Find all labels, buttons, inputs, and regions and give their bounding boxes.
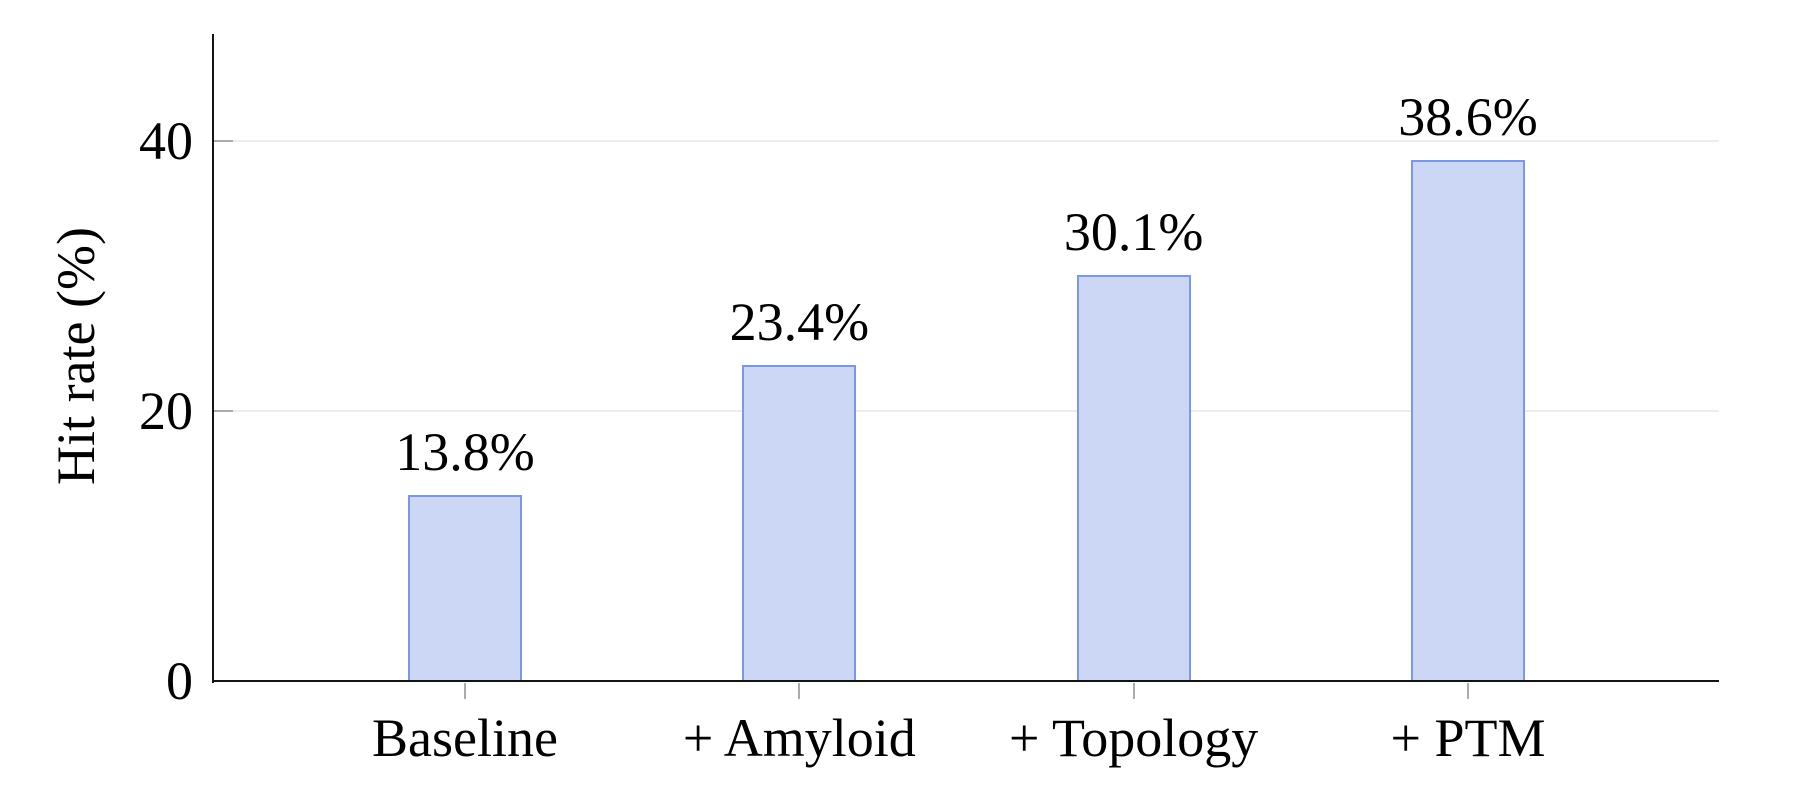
gridline-y-40	[213, 140, 1719, 142]
bar-2	[742, 365, 857, 681]
bar-value-label-2: 23.4%	[729, 292, 870, 353]
x-axis-tick-4	[1466, 683, 1469, 699]
x-tick-label-3: + Topology	[1009, 708, 1259, 768]
y-axis-tick-40	[214, 140, 233, 142]
bar-1	[408, 494, 522, 681]
y-axis-line	[212, 34, 214, 683]
y-tick-label-0: 0	[166, 651, 193, 711]
bar-3	[1076, 274, 1191, 681]
x-axis-tick-2	[798, 683, 801, 699]
x-axis-tick-1	[464, 683, 466, 699]
y-tick-label-20: 20	[139, 381, 193, 441]
y-tick-label-40: 40	[139, 111, 193, 171]
bar-value-label-4: 38.6%	[1398, 86, 1538, 147]
bar-4	[1410, 159, 1525, 681]
y-axis-tick-20	[214, 410, 233, 412]
bar-value-label-3: 30.1%	[1063, 201, 1204, 262]
bar-value-label-1: 13.8%	[395, 421, 535, 482]
x-tick-label-4: + PTM	[1390, 708, 1546, 768]
x-tick-label-2: + Amyloid	[682, 708, 916, 768]
x-axis-line	[212, 680, 1719, 682]
x-tick-label-1: Baseline	[372, 708, 558, 768]
x-axis-tick-3	[1132, 683, 1135, 699]
gridline-y-20	[213, 410, 1719, 412]
y-axis-title: Hit rate (%)	[46, 227, 106, 485]
